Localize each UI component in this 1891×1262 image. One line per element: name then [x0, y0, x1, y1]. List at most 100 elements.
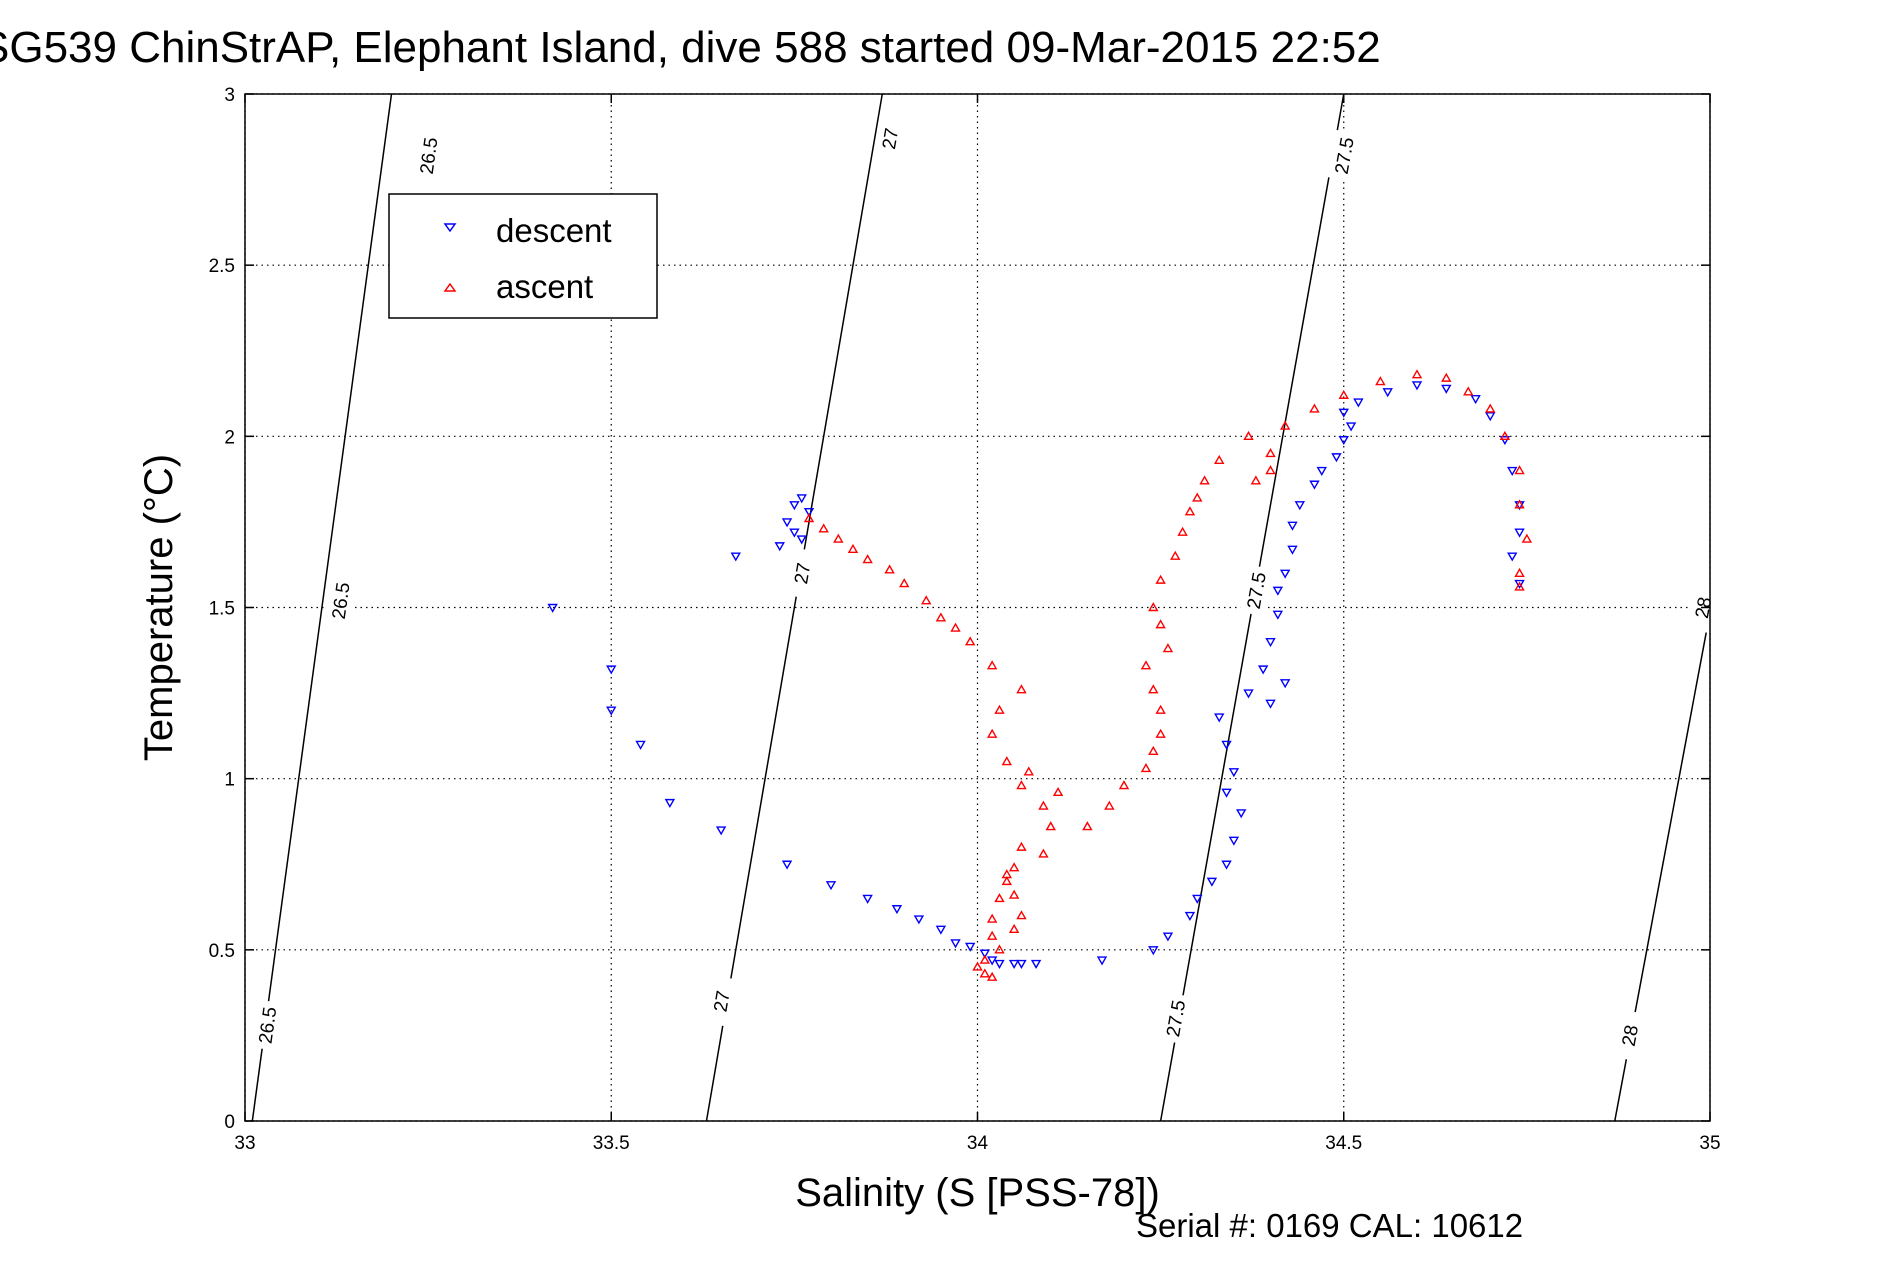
ascent-point — [1045, 821, 1056, 831]
descent-point — [1235, 809, 1247, 819]
descent-point — [796, 494, 807, 504]
descent-point — [1096, 956, 1108, 966]
ascent-point — [986, 660, 998, 670]
ascent-point — [1016, 910, 1027, 920]
ascent-point — [1338, 389, 1349, 399]
ascent-point — [1214, 454, 1225, 464]
descent-point — [1221, 788, 1232, 798]
data-series — [547, 369, 1533, 981]
isopycnal-label: 26.5 — [329, 581, 355, 620]
y-tick-label: 1.5 — [209, 599, 235, 620]
y-tick-label: 0 — [224, 1112, 235, 1133]
y-tick-label: 2.5 — [209, 256, 235, 277]
descent-point — [1514, 579, 1525, 589]
legend-label-descent: descent — [496, 212, 612, 249]
descent-point — [664, 798, 676, 809]
ascent-point — [1038, 800, 1049, 810]
ascent-point — [1038, 848, 1049, 858]
descent-point — [1162, 932, 1174, 942]
descent-point — [891, 905, 903, 915]
ascent-point — [1199, 475, 1210, 485]
ascent-point — [1016, 841, 1027, 851]
isopycnal-label: 27 — [710, 989, 734, 1013]
ascent-point — [972, 961, 983, 971]
ascent-point — [1155, 704, 1166, 714]
ascent-point — [921, 595, 932, 605]
ascent-point — [1155, 619, 1166, 629]
descent-point — [1221, 740, 1232, 750]
descent-point — [1243, 689, 1254, 699]
descent-point — [1411, 381, 1423, 391]
ascent-point — [994, 704, 1005, 714]
descent-point — [1030, 959, 1042, 969]
descent-point — [635, 740, 646, 750]
ascent-point — [1170, 550, 1181, 560]
ascent-point — [1008, 862, 1020, 872]
ascent-point — [818, 523, 829, 533]
ascent-point — [833, 533, 844, 543]
descent-point — [1287, 521, 1298, 531]
x-tick-label: 34.5 — [1325, 1133, 1362, 1154]
descent-point — [1309, 480, 1320, 490]
isopycnal-label: 27 — [791, 561, 815, 585]
descent-point — [1008, 959, 1020, 969]
descent-point — [1279, 569, 1291, 579]
series-ascent — [803, 369, 1533, 981]
ascent-point — [1016, 780, 1027, 790]
ascent-point — [1023, 766, 1034, 776]
ascent-point — [1008, 889, 1020, 899]
descent-point — [950, 939, 961, 949]
descent-point — [730, 552, 741, 562]
isopycnal-label-bg — [413, 130, 444, 182]
ascent-point — [1052, 786, 1064, 797]
ascent-point — [1463, 386, 1474, 396]
y-tick-label: 0.5 — [209, 941, 235, 962]
descent-point — [1353, 398, 1364, 408]
ascent-point — [1118, 780, 1130, 790]
descent-point — [1214, 713, 1225, 723]
isopycnal-label-bg — [1159, 992, 1192, 1045]
ascent-point — [1411, 369, 1423, 379]
ascent-point — [935, 612, 947, 622]
descent-point — [789, 528, 800, 538]
ascent-point — [1082, 821, 1093, 831]
descent-point — [1514, 528, 1525, 538]
descent-point — [1441, 384, 1452, 394]
isopycnal-label-bg — [705, 975, 738, 1027]
descent-point — [1338, 408, 1349, 418]
ascent-point — [1499, 430, 1511, 441]
chart-title: SG539 ChinStrAP, Elephant Island, dive 5… — [0, 23, 1381, 72]
descent-point — [1382, 388, 1393, 398]
descent-point — [1228, 836, 1240, 846]
descent-point — [1221, 860, 1232, 870]
ascent-point — [994, 893, 1005, 903]
ascent-point — [964, 636, 976, 646]
descent-point — [964, 942, 976, 952]
ascent-point — [1514, 581, 1525, 591]
y-tick-label: 1 — [224, 770, 235, 791]
isopycnal-label-bg — [785, 547, 818, 599]
ascent-point — [1140, 660, 1152, 670]
isopycnal-label-bg — [1239, 564, 1272, 617]
descent-point — [1279, 679, 1291, 689]
descent-point — [715, 826, 727, 836]
descent-point — [1257, 665, 1269, 675]
descent-point — [862, 894, 873, 904]
ascent-point — [1441, 372, 1452, 382]
descent-point — [606, 665, 617, 675]
descent-point — [1265, 699, 1276, 709]
ascent-point — [1250, 475, 1262, 485]
ascent-point — [986, 930, 998, 940]
descent-point — [1228, 768, 1240, 778]
ascent-point — [899, 578, 910, 588]
ascent-point — [1001, 756, 1013, 766]
descent-point — [1338, 436, 1349, 446]
ascent-point — [1375, 376, 1386, 386]
isopycnal-label: 26.5 — [256, 1006, 282, 1045]
ascent-point — [1001, 869, 1013, 879]
isopycnal-label-bg — [873, 112, 906, 165]
isopycnal-line-26.5 — [251, 93, 393, 1122]
descent-point — [547, 603, 558, 613]
descent-point — [781, 518, 793, 528]
